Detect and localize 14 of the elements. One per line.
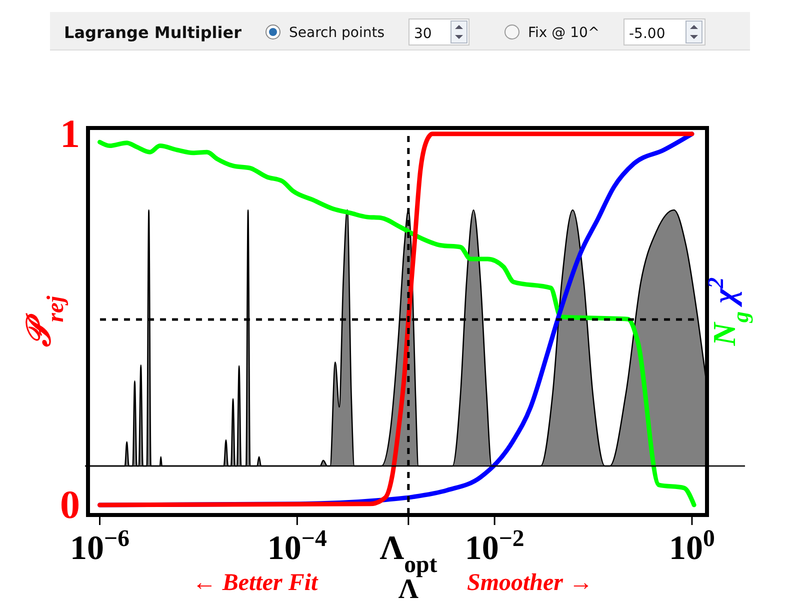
text: Search points [289,25,385,41]
text: 30 [414,26,432,42]
text: Smoother → [466,570,594,596]
text: Fix @ 10^ [528,25,600,41]
x-tick-label: 10$^{−2}$ [464,526,524,567]
x-tick-label: 10$^{−4}$ [267,526,327,567]
y-tick-label: 1 [60,110,80,156]
x-tick-label: 10$^{−6}$ [70,526,130,567]
text: Lagrange Multiplier [64,23,242,42]
y-tick-label: 0 [60,482,80,527]
x-tick-label: Λ$_{opt}$ [380,530,438,578]
x-tick-label: 10$^{0}$ [669,526,715,567]
text: ← Better Fit [192,570,319,596]
text: -5.00 [629,26,666,42]
